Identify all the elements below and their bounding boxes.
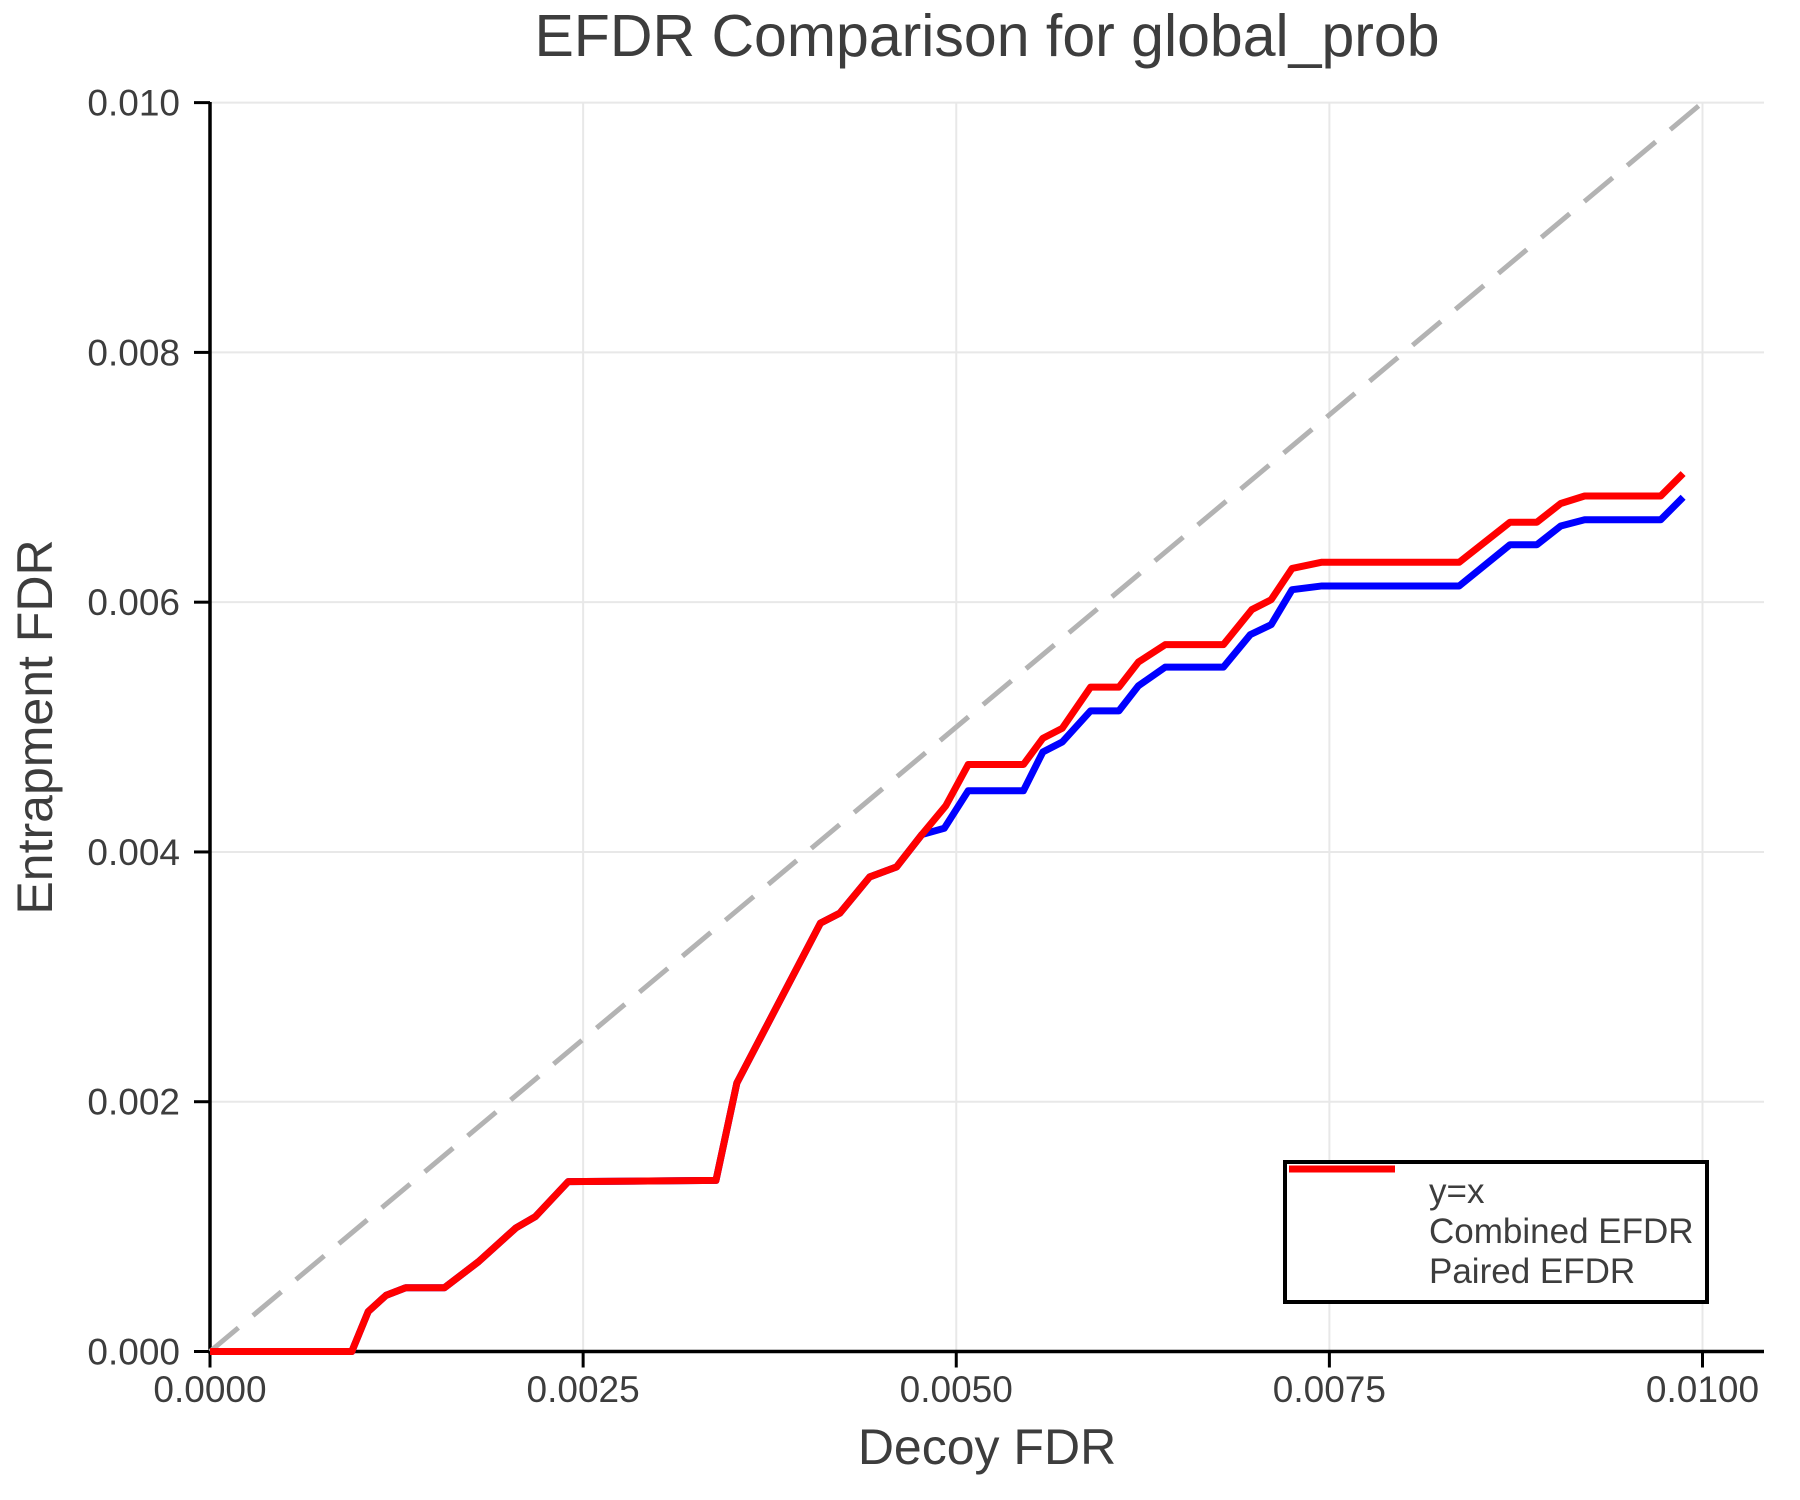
tick-labels: 0.0000 0.0025 0.0050 0.0075 0.0100 0.000 0.002… [87, 83, 1759, 1410]
y-tick-label: 0.008 [87, 332, 180, 373]
legend-line-sample-identity [1289, 1166, 1413, 1197]
axes-spines-and-ticks [194, 101, 1764, 1368]
x-tick-label: 0.0050 [900, 1369, 1013, 1410]
legend-label-paired: Paired EFDR [1429, 1252, 1636, 1291]
legend: y=x Combined EFDR Paired EFDR [1283, 1160, 1709, 1304]
legend-label-combined: Combined EFDR [1429, 1212, 1694, 1251]
series-line-y-x [208, 100, 1705, 1354]
chart-title: EFDR Comparison for global_prob [534, 3, 1439, 69]
y-tick-label: 0.004 [87, 832, 180, 873]
legend-sample-svg [1289, 1165, 1395, 1173]
legend-row-paired: Paired EFDR [1289, 1165, 1705, 1291]
y-tick-label: 0.002 [87, 1082, 180, 1123]
y-axis-label: Entrapment FDR [7, 539, 63, 914]
x-tick-label: 0.0075 [1273, 1369, 1386, 1410]
x-tick-label: 0.0000 [153, 1369, 266, 1410]
data-series [208, 100, 1705, 1355]
x-axis-label: Decoy FDR [858, 1419, 1116, 1475]
legend-line-sample-combined [1289, 1165, 1413, 1237]
y-tick-label: 0.010 [87, 83, 180, 124]
x-tick-label: 0.0100 [1646, 1369, 1759, 1410]
legend-row-combined: Combined EFDR [1289, 1165, 1705, 1251]
legend-row-identity: y=x [1289, 1166, 1705, 1211]
x-tick-label: 0.0025 [527, 1369, 640, 1410]
legend-line-sample-paired [1289, 1165, 1413, 1277]
series-line-paired-efdr [210, 471, 1686, 1355]
y-tick-label: 0.006 [87, 582, 180, 623]
legend-label-identity: y=x [1429, 1172, 1485, 1211]
y-tick-label: 0.000 [87, 1332, 180, 1373]
